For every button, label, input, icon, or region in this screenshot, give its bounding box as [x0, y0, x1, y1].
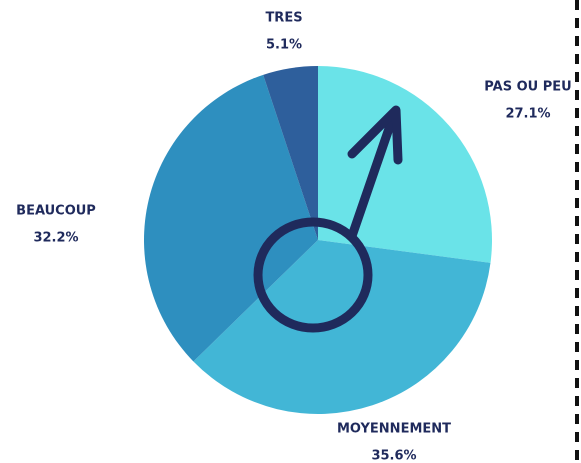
slice-label: MOYENNEMENT [337, 422, 451, 437]
symbol-arrowhead [347, 105, 403, 165]
male-symbol [253, 105, 403, 333]
symbol-circle [253, 217, 373, 333]
pie-slice [193, 240, 491, 414]
slice-label: TRES [265, 11, 302, 26]
slice-label: PAS OU PEU [484, 80, 571, 95]
slice-value-label: 35.6% [371, 449, 416, 463]
pie [143, 66, 492, 414]
slice-value-label: 32.2% [33, 231, 78, 246]
slice-label: BEAUCOUP [16, 204, 96, 219]
symbol-shaft [347, 109, 399, 241]
pie-slice [143, 74, 318, 362]
slice-value-label: 27.1% [505, 107, 550, 122]
pie-slice [263, 66, 318, 240]
slice-value-label: 5.1% [266, 38, 302, 53]
